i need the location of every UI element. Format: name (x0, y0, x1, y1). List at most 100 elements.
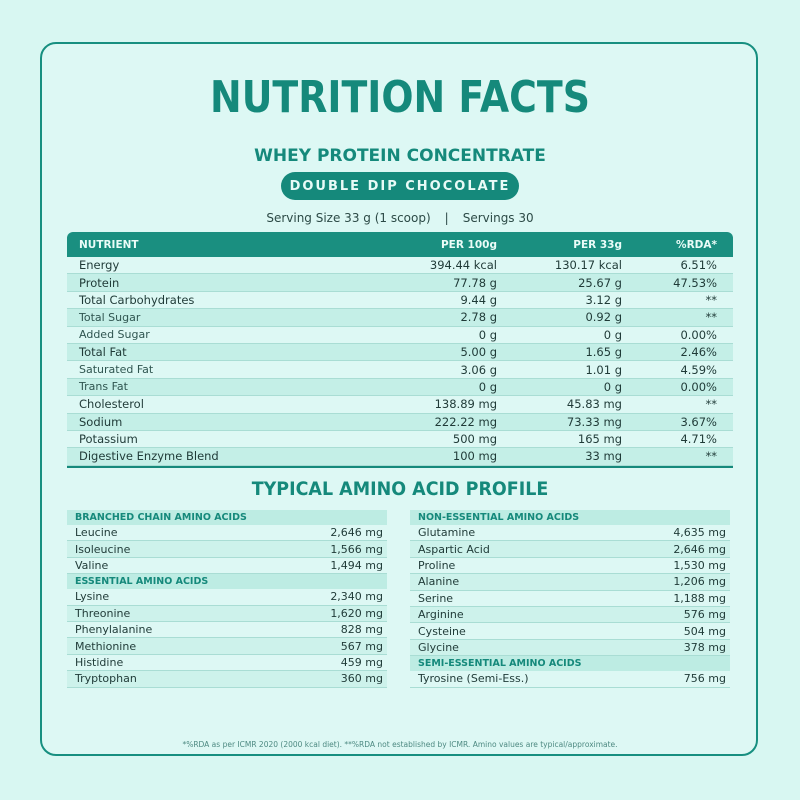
amino-value: 1,530 mg (673, 558, 726, 572)
amino-value: 360 mg (340, 672, 383, 686)
label-card (40, 42, 758, 756)
per-33g-value: 130.17 kcal (554, 258, 622, 273)
nutrient-name: Potassium (79, 432, 138, 447)
per-100g-value: 9.44 g (460, 292, 497, 307)
nutrition-row: Digestive Enzyme Blend 100 mg 33 mg ** (67, 448, 733, 466)
per-33g-value: 165 mg (577, 432, 622, 447)
amino-value: 1,620 mg (330, 606, 383, 620)
rda-value: 4.59% (680, 362, 717, 377)
product-name: WHEY PROTEIN CONCENTRATE (254, 146, 546, 166)
nutrient-name: Cholesterol (79, 397, 144, 412)
nutrition-row: Saturated Fat 3.06 g 1.01 g 4.59% (67, 361, 733, 379)
per-100g-value: 0 g (478, 327, 497, 342)
amino-name: Serine (418, 591, 454, 605)
amino-group-heading: NON-ESSENTIAL AMINO ACIDS (410, 510, 730, 525)
amino-column-right: NON-ESSENTIAL AMINO ACIDS Glutamine 4,635 … (410, 510, 730, 688)
amino-row: Serine 1,188 mg (410, 591, 730, 607)
amino-name: Phenylalanine (75, 623, 153, 637)
rda-value: 3.67% (680, 414, 717, 429)
amino-row: Glutamine 4,635 mg (410, 525, 730, 542)
amino-value: 828 mg (340, 623, 383, 637)
nutrient-name: Saturated Fat (79, 363, 154, 377)
amino-name: Lysine (75, 590, 110, 604)
nutrition-row: Trans Fat 0 g 0 g 0.00% (67, 378, 733, 397)
amino-name: Tyrosine (Semi-Ess.) (418, 672, 529, 686)
nutrient-name: Protein (79, 275, 120, 290)
rda-value: 2.46% (680, 345, 717, 360)
amino-row: Threonine 1,620 mg (67, 605, 387, 622)
rda-value: ** (705, 310, 718, 325)
amino-value: 378 mg (683, 640, 726, 654)
nutrient-name: Digestive Enzyme Blend (79, 449, 219, 464)
amino-value: 2,340 mg (330, 590, 383, 604)
amino-row: Proline 1,530 mg (410, 558, 730, 575)
amino-value: 1,188 mg (673, 591, 726, 605)
amino-row: Valine 1,494 mg (67, 558, 387, 575)
per-33g-value: 0 g (603, 327, 622, 342)
amino-row: Alanine 1,206 mg (410, 574, 730, 591)
rda-value: ** (705, 292, 718, 307)
rda-value: 47.53% (673, 275, 717, 290)
amino-name: Threonine (75, 606, 131, 620)
rda-value: ** (705, 397, 718, 412)
per-33g-value: 45.83 mg (566, 397, 622, 412)
nutrient-name: Energy (79, 258, 120, 273)
amino-name: Cysteine (418, 624, 466, 638)
per-33g-value: 0 g (603, 379, 622, 394)
per-100g-value: 5.00 g (460, 345, 497, 360)
amino-row: Cysteine 504 mg (410, 623, 730, 640)
nutrition-row: Added Sugar 0 g 0 g 0.00% (67, 327, 733, 344)
amino-row: Histidine 459 mg (67, 655, 387, 672)
header-nutrient: NUTRIENT (79, 238, 139, 251)
nutrition-row: Total Fat 5.00 g 1.65 g 2.46% (67, 343, 733, 362)
amino-name: Proline (418, 558, 456, 572)
rda-value: 0.00% (680, 379, 717, 394)
nutrition-row: Total Sugar 2.78 g 0.92 g ** (67, 309, 733, 327)
serving-info: Serving Size 33 g (1 scoop) | Servings 30 (0, 211, 800, 225)
nutrient-name: Total Fat (79, 345, 127, 360)
amino-row: Lysine 2,340 mg (67, 589, 387, 606)
flavor-badge: DOUBLE DIP CHOCOLATE (281, 172, 519, 200)
nutrition-table-bottom-rule (67, 465, 733, 468)
amino-value: 459 mg (340, 655, 383, 669)
per-100g-value: 500 mg (452, 432, 497, 447)
nutrition-row: Sodium 222.22 mg 73.33 mg 3.67% (67, 413, 733, 431)
per-100g-value: 2.78 g (460, 310, 497, 325)
amino-section-title: TYPICAL AMINO ACID PROFILE (251, 478, 549, 500)
amino-name: Glutamine (418, 526, 476, 540)
amino-value: 756 mg (683, 672, 726, 686)
per-100g-value: 394.44 kcal (429, 258, 497, 273)
amino-value: 504 mg (683, 624, 726, 638)
amino-name: Leucine (75, 526, 118, 540)
serving-size: Serving Size 33 g (1 scoop) (266, 211, 431, 225)
amino-group-heading: BRANCHED CHAIN AMINO ACIDS (67, 510, 387, 525)
serving-separator: | (444, 211, 449, 225)
per-33g-value: 1.01 g (585, 362, 622, 377)
amino-value: 1,494 mg (330, 558, 383, 572)
amino-row: Glycine 378 mg (410, 639, 730, 657)
amino-value: 567 mg (340, 639, 383, 653)
amino-value: 1,566 mg (330, 542, 383, 556)
per-33g-value: 73.33 mg (566, 414, 622, 429)
rda-value: 0.00% (680, 327, 717, 342)
amino-name: Alanine (418, 575, 460, 589)
per-33g-value: 0.92 g (585, 310, 622, 325)
amino-group-heading: SEMI-ESSENTIAL AMINO ACIDS (410, 656, 730, 672)
header-per-100g: PER 100g (440, 238, 497, 251)
amino-name: Histidine (75, 655, 124, 669)
amino-name: Valine (75, 558, 109, 572)
per-33g-value: 1.65 g (585, 345, 622, 360)
amino-value: 1,206 mg (673, 575, 726, 589)
per-33g-value: 25.67 g (578, 275, 622, 290)
nutrition-rows: Energy 394.44 kcal 130.17 kcal 6.51% Protein… (67, 257, 733, 466)
per-100g-value: 77.78 g (453, 275, 497, 290)
per-100g-value: 222.22 mg (434, 414, 497, 429)
rda-value: 6.51% (680, 258, 717, 273)
amino-group-heading: ESSENTIAL AMINO ACIDS (67, 574, 387, 590)
amino-value: 2,646 mg (330, 526, 383, 540)
nutrient-name: Total Sugar (79, 310, 141, 324)
amino-name: Aspartic Acid (418, 542, 490, 556)
nutrition-row: Total Carbohydrates 9.44 g 3.12 g ** (67, 292, 733, 310)
amino-row: Leucine 2,646 mg (67, 525, 387, 542)
nutrition-row: Energy 394.44 kcal 130.17 kcal 6.51% (67, 257, 733, 275)
